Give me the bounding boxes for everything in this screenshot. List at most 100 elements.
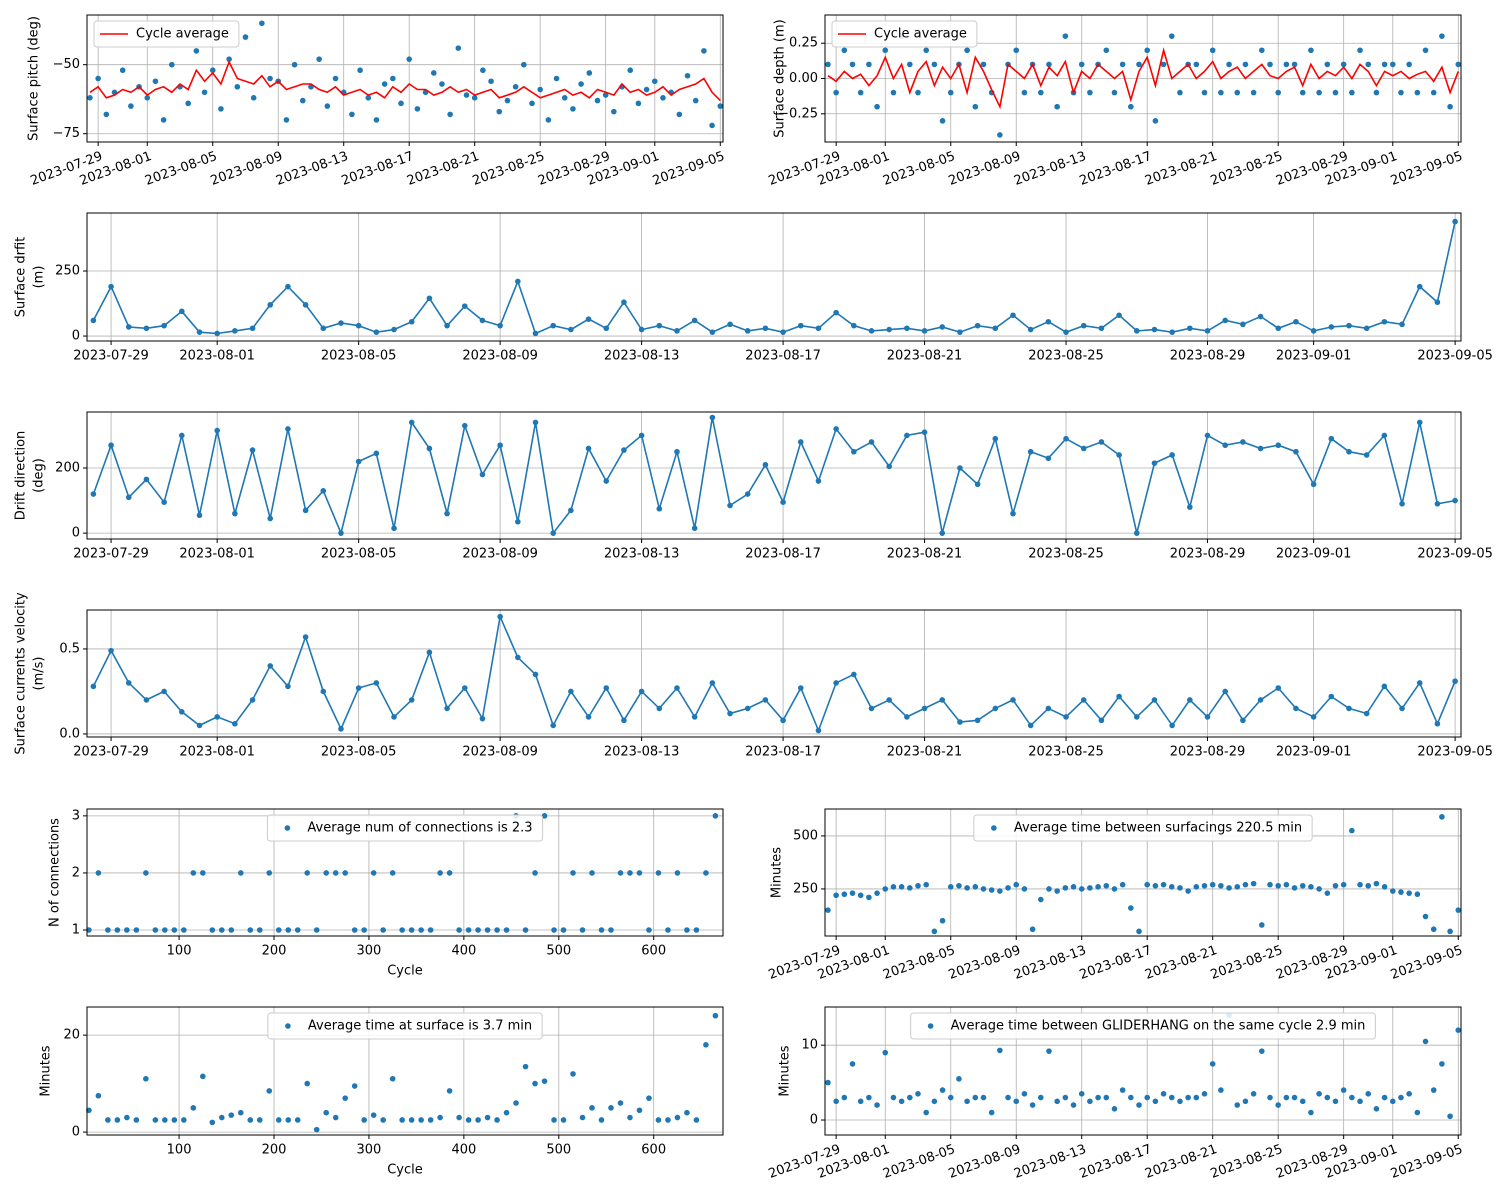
data-point <box>1406 1091 1412 1097</box>
data-point <box>426 295 433 302</box>
x-tick-label: 2023-07-29 <box>73 547 149 562</box>
data-point <box>1365 882 1372 889</box>
data-point <box>1204 432 1211 439</box>
data-point <box>907 1094 913 1101</box>
data-point <box>1259 1048 1265 1054</box>
data-point <box>1234 884 1241 890</box>
data-point <box>218 1114 225 1121</box>
data-point <box>1168 33 1175 39</box>
x-tick-label: 2023-08-05 <box>321 349 397 364</box>
data-point <box>1136 61 1142 68</box>
data-point <box>1013 1098 1020 1105</box>
data-point <box>1430 926 1437 933</box>
data-point <box>1021 1091 1028 1097</box>
data-point <box>200 870 206 876</box>
data-point <box>1078 1091 1085 1097</box>
series-line <box>92 221 1456 335</box>
y-axis-label: Surface currents velocity <box>14 592 29 755</box>
data-point <box>349 111 355 118</box>
data-point <box>267 302 274 308</box>
x-tick-label: 400 <box>451 1143 476 1158</box>
data-point <box>1389 1098 1396 1105</box>
data-point <box>857 892 864 899</box>
data-point <box>553 75 560 82</box>
legend-label: Average time between surfacings 220.5 mi… <box>1014 821 1302 836</box>
legend-label: Average time at surface is 3.7 min <box>308 1019 532 1034</box>
data-point <box>1332 882 1339 889</box>
data-point <box>947 884 954 890</box>
data-point <box>418 927 424 933</box>
data-point <box>1226 885 1232 891</box>
data-point <box>399 927 405 933</box>
x-tick-label: 2023-08-21 <box>887 745 963 760</box>
data-point <box>1201 882 1208 889</box>
data-point <box>627 1114 633 1121</box>
x-tick-label: 100 <box>167 944 192 959</box>
data-point <box>267 515 274 522</box>
data-point <box>1204 328 1211 334</box>
data-point <box>95 75 101 82</box>
data-point <box>780 329 786 335</box>
data-point <box>299 97 306 104</box>
data-point <box>105 927 111 933</box>
data-point <box>313 927 320 933</box>
y-axis-label: (m/s) <box>32 657 47 691</box>
data-point <box>904 325 910 332</box>
data-point <box>815 727 822 734</box>
y-axis-label: (deg) <box>32 458 47 493</box>
data-point <box>1455 1027 1462 1034</box>
data-point <box>825 907 831 913</box>
data-point <box>1222 317 1229 324</box>
x-tick-label: 2023-08-09 <box>947 149 1023 189</box>
data-point <box>744 328 751 334</box>
data-point <box>1087 1098 1093 1105</box>
data-point <box>684 72 691 79</box>
data-point <box>939 697 946 703</box>
data-point <box>391 326 397 333</box>
data-point <box>1116 312 1122 319</box>
x-tick-label: 2023-08-13 <box>604 547 680 562</box>
data-point <box>1080 697 1087 703</box>
data-point <box>1027 448 1034 455</box>
data-point <box>589 870 595 876</box>
data-point <box>479 715 486 722</box>
data-point <box>285 927 292 933</box>
data-point <box>1452 497 1458 504</box>
data-point <box>124 927 130 933</box>
y-axis-label: (m) <box>32 266 47 289</box>
data-point <box>1160 1091 1167 1097</box>
data-point <box>108 647 114 654</box>
data-point <box>1021 89 1028 96</box>
data-point <box>1439 33 1445 39</box>
data-point <box>656 505 663 512</box>
data-point <box>1045 455 1052 462</box>
data-point <box>956 1076 962 1082</box>
data-point <box>143 870 149 876</box>
y-tick-label: 20 <box>63 1028 80 1043</box>
data-point <box>712 813 719 819</box>
data-point <box>232 720 238 727</box>
data-point <box>209 67 216 74</box>
data-point <box>266 870 273 876</box>
x-tick-label: 2023-07-29 <box>73 349 149 364</box>
data-point <box>461 685 468 691</box>
data-point <box>857 1098 864 1105</box>
x-tick-label: 2023-08-13 <box>274 149 350 189</box>
data-point <box>249 697 256 703</box>
subplot: 1 2 3 100 200 300 400 500 600 N of connections Cyc… <box>48 808 724 979</box>
data-point <box>1063 714 1069 720</box>
x-tick-label: 2023-08-17 <box>1078 943 1154 983</box>
data-point <box>1160 61 1167 68</box>
data-point <box>1275 325 1282 332</box>
data-point <box>980 1094 987 1101</box>
data-point <box>585 316 592 322</box>
data-point <box>1133 328 1140 334</box>
data-point <box>1308 884 1314 890</box>
data-point <box>744 491 751 497</box>
data-point <box>471 95 478 101</box>
data-point <box>1399 501 1405 507</box>
data-point <box>1240 717 1246 724</box>
data-point <box>1452 218 1458 225</box>
data-point <box>627 870 633 876</box>
data-point <box>283 117 290 123</box>
